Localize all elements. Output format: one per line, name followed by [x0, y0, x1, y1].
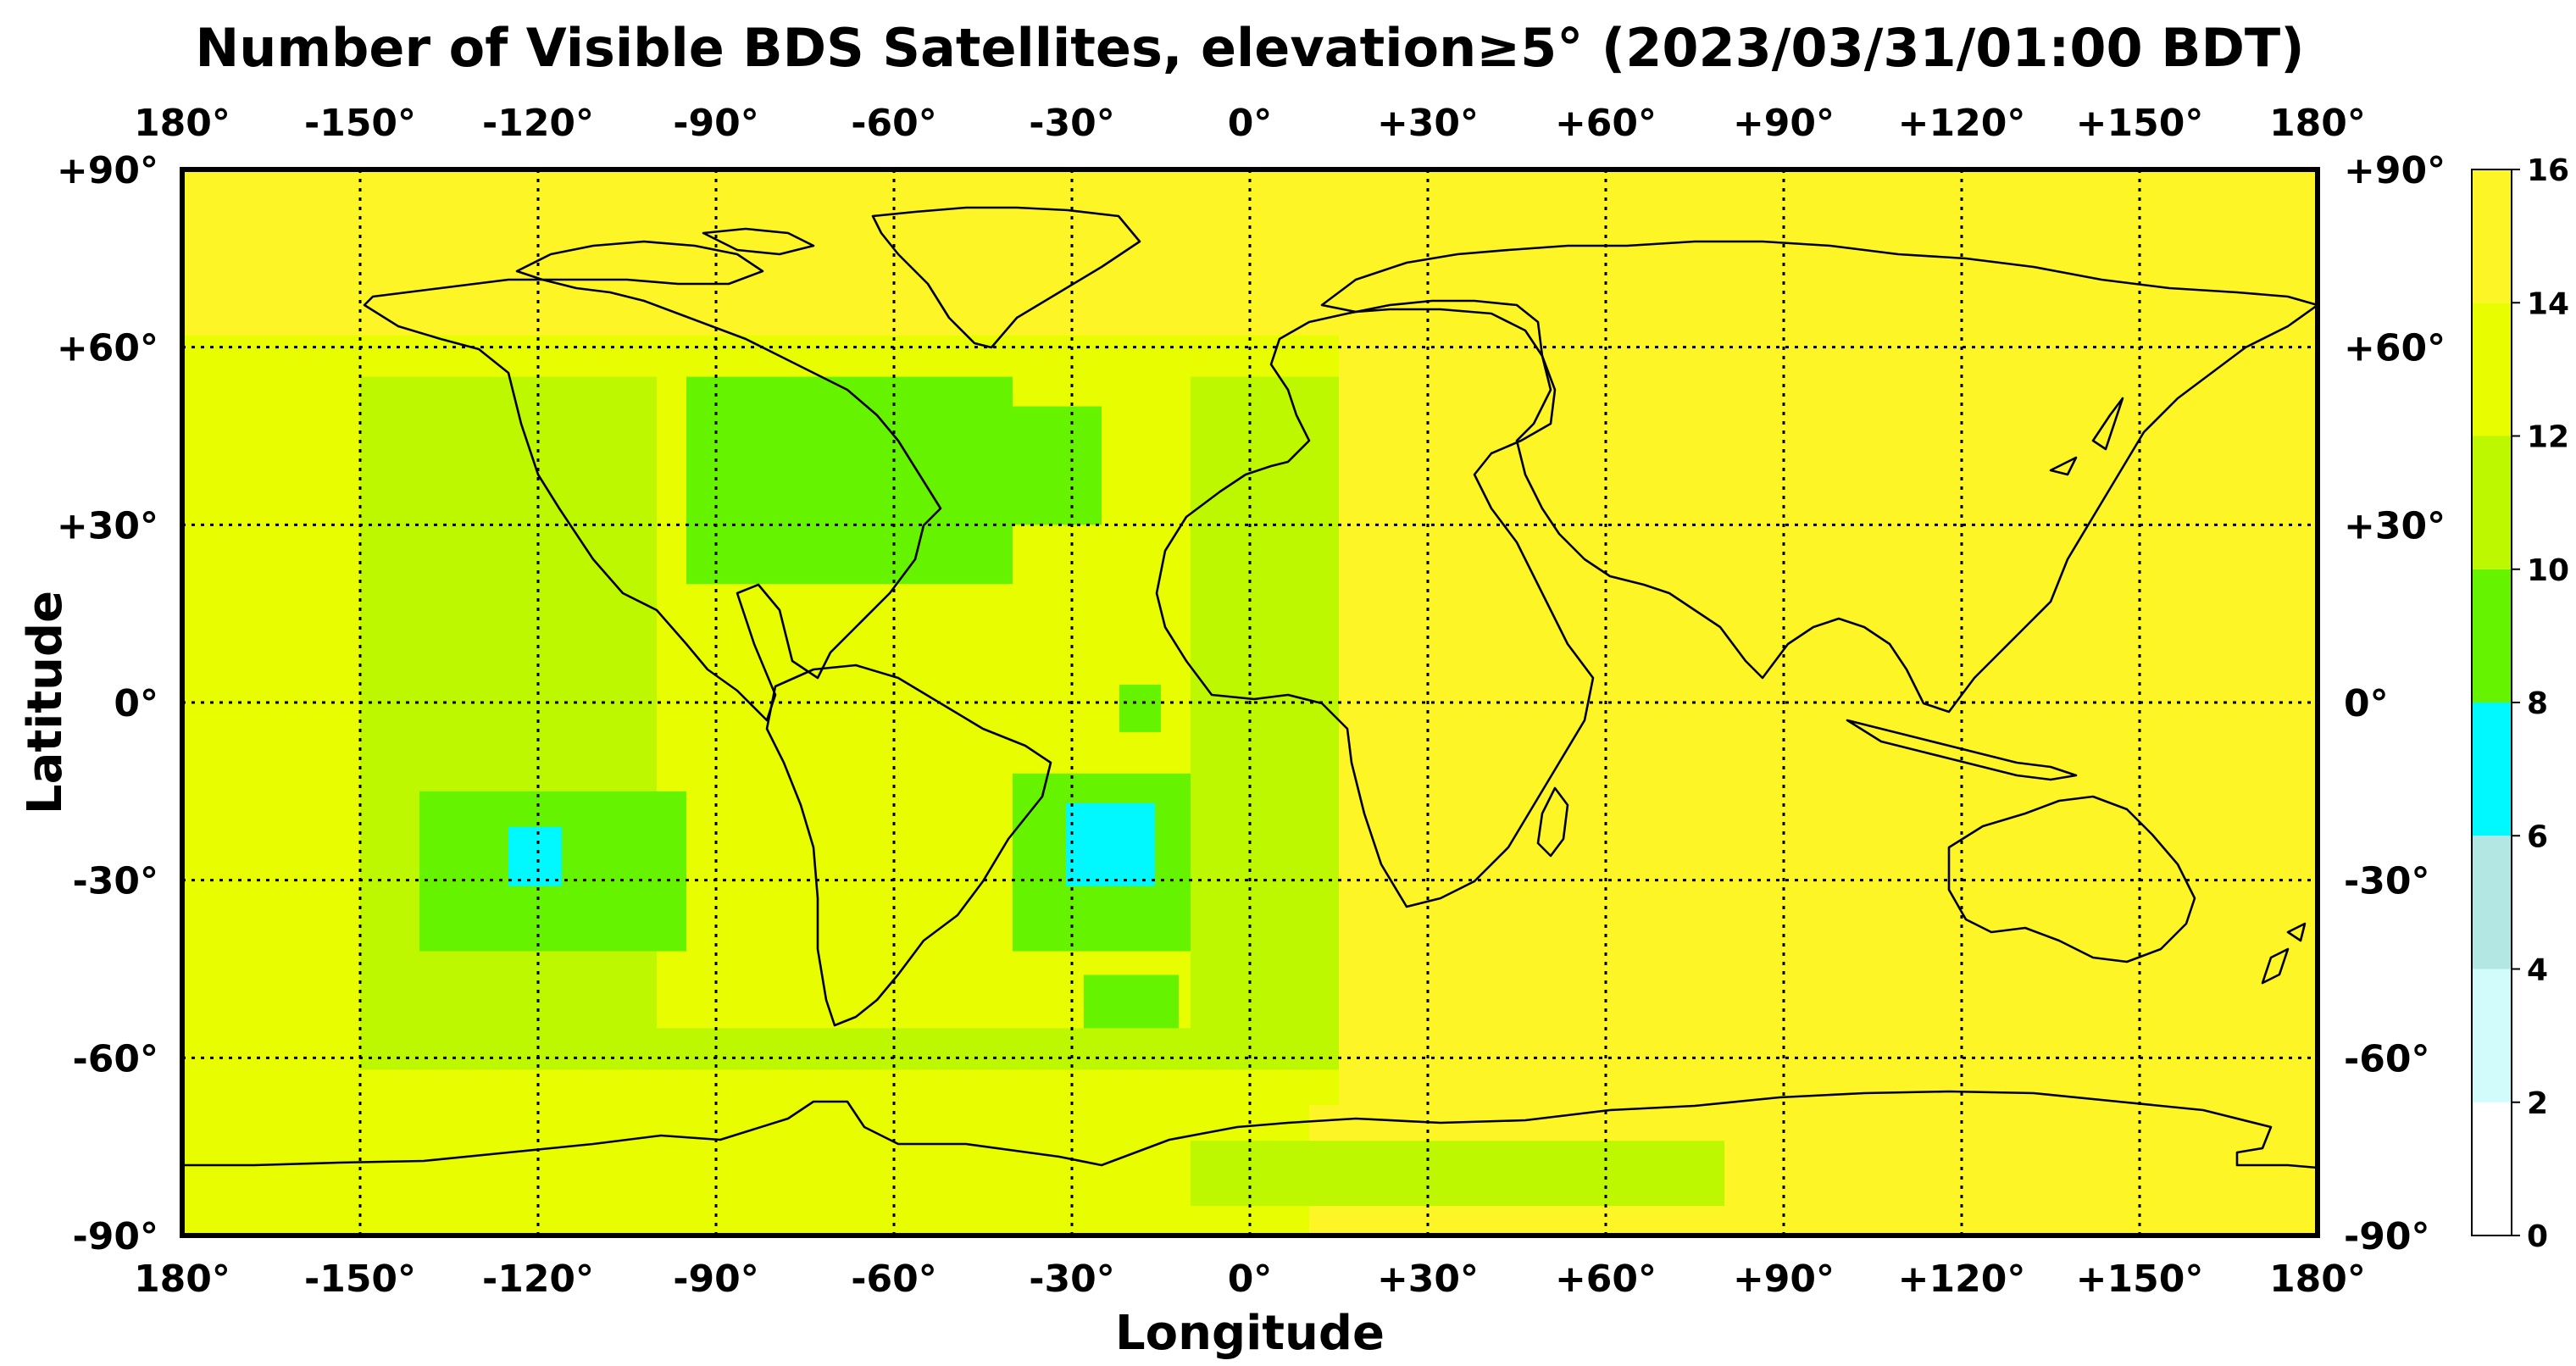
colorbar-swatch-0	[2472, 1102, 2512, 1236]
lon-tick-label-bottom: -30°	[1029, 1258, 1115, 1301]
indonesia-coast	[1846, 719, 2078, 781]
longitude-ticks-bottom: 180° -150° -120° -90° -60° -30° 0° +30° +60° +90°…	[134, 1258, 2366, 1301]
colorbar-swatch-6	[2472, 303, 2512, 436]
lon-tick-label-top: +150°	[2076, 102, 2204, 145]
lat-tick-label-right: -60°	[2344, 1037, 2430, 1080]
lon-tick-label-bottom: +120°	[1898, 1258, 2026, 1301]
lat-tick-label-right: +60°	[2344, 327, 2446, 370]
map-frame	[180, 167, 2320, 1238]
lat-tick-label-right: +30°	[2344, 504, 2446, 547]
latitude-ticks-right: +90° +60° +30° 0° -30° -60° -90°	[2344, 149, 2446, 1258]
lon-tick-label-top: +30°	[1377, 102, 1479, 145]
colorbar-swatch-4	[2472, 569, 2512, 702]
greenland-coast	[871, 206, 1141, 349]
lon-tick-label-top: 0°	[1228, 102, 1273, 145]
lon-tick-label-bottom: +30°	[1377, 1258, 1479, 1301]
lat-tick-label-right: 0°	[2344, 682, 2389, 725]
colorbar-swatch-3	[2472, 702, 2512, 836]
lat-tick-label-left: -60°	[73, 1037, 159, 1080]
lon-tick-label-top: -60°	[851, 102, 937, 145]
heatmap-cell-11	[1119, 685, 1161, 732]
lat-tick-label-right: -90°	[2344, 1215, 2430, 1258]
lon-tick-label-top: +90°	[1733, 102, 1835, 145]
antarctica-coast	[182, 1090, 2318, 1169]
arctic-islands-coast	[515, 227, 815, 286]
colorbar-tick-label: 8	[2527, 686, 2548, 721]
lon-tick-label-bottom: +90°	[1733, 1258, 1835, 1301]
colorbar-tick-label: 4	[2527, 953, 2548, 988]
lon-tick-label-bottom: -120°	[482, 1258, 594, 1301]
lon-tick-label-top: -150°	[304, 102, 416, 145]
japan-coast	[2049, 397, 2124, 476]
lon-tick-label-bottom: +150°	[2076, 1258, 2204, 1301]
colorbar-swatch-1	[2472, 969, 2512, 1102]
colorbar-ticks: 16 14 12 10 8 6 4 2 0	[2512, 153, 2569, 1254]
lat-tick-label-left: 0°	[114, 682, 158, 725]
europe-africa-coast	[1155, 299, 1595, 908]
lon-tick-label-top: +60°	[1555, 102, 1657, 145]
lon-tick-label-top: 180°	[134, 102, 230, 145]
coastlines	[182, 206, 2318, 1169]
lon-tick-label-bottom: 180°	[2269, 1258, 2366, 1301]
graticule	[182, 169, 2318, 1236]
new-zealand-coast	[2261, 922, 2307, 985]
colorbar-swatch-2	[2472, 836, 2512, 969]
lon-tick-label-top: -30°	[1029, 102, 1115, 145]
colorbar-tick-label: 12	[2527, 420, 2569, 455]
lon-tick-label-bottom: -150°	[304, 1258, 416, 1301]
colorbar-swatch-5	[2472, 436, 2512, 569]
lat-tick-label-left: +90°	[57, 149, 158, 192]
north-america-coast	[363, 278, 942, 722]
x-axis-label: Longitude	[1115, 1306, 1385, 1361]
lon-tick-label-top: 180°	[2269, 102, 2366, 145]
colorbar	[2472, 169, 2512, 1236]
lat-tick-label-left: -30°	[73, 860, 159, 903]
heatmap-cell-3	[1191, 1141, 1724, 1207]
colorbar-tick-label: 10	[2527, 553, 2569, 588]
colorbar-tick-label: 6	[2527, 819, 2548, 854]
heatmap-cell-13	[1066, 802, 1155, 886]
asia-coast	[1320, 240, 2318, 714]
y-axis-label: Latitude	[18, 591, 73, 814]
latitude-ticks-left: +90° +60° +30° 0° -30° -60° -90°	[57, 149, 158, 1258]
lon-tick-label-top: -120°	[482, 102, 594, 145]
lon-tick-label-bottom: -90°	[673, 1258, 759, 1301]
lat-tick-label-right: +90°	[2344, 149, 2446, 192]
lon-tick-label-bottom: 0°	[1228, 1258, 1273, 1301]
colorbar-tick-label: 0	[2527, 1219, 2548, 1254]
lon-tick-label-bottom: -60°	[851, 1258, 937, 1301]
colorbar-tick-label: 2	[2527, 1086, 2548, 1121]
chart-title: Number of Visible BDS Satellites, elevat…	[195, 17, 2304, 79]
colorbar-tick-label: 14	[2527, 286, 2569, 321]
lat-tick-label-left: +30°	[57, 504, 158, 547]
heatmap-cell-10	[1084, 975, 1179, 1029]
australia-coast	[1947, 795, 2196, 963]
lat-tick-label-right: -30°	[2344, 860, 2430, 903]
heatmap-cell-2	[182, 1081, 1309, 1236]
lon-tick-label-top: +120°	[1898, 102, 2026, 145]
heatmap-cell-7	[924, 406, 1102, 525]
lon-tick-label-bottom: 180°	[134, 1258, 230, 1301]
lat-tick-label-left: +60°	[57, 327, 158, 370]
lat-tick-label-left: -90°	[73, 1215, 159, 1258]
lon-tick-label-bottom: +60°	[1555, 1258, 1657, 1301]
colorbar-swatch-7	[2472, 169, 2512, 303]
heatmap-cell-12	[508, 826, 562, 886]
longitude-ticks-top: 180° -150° -120° -90° -60° -30° 0° +30° +60° +90°…	[134, 102, 2366, 145]
madagascar-coast	[1536, 786, 1569, 858]
colorbar-tick-label: 16	[2527, 153, 2569, 188]
lon-tick-label-top: -90°	[673, 102, 759, 145]
